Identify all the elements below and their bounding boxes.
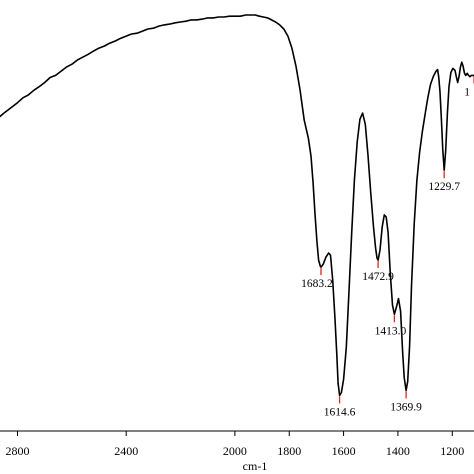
x-tick-label: 2400: [114, 444, 138, 458]
plot-area: 1683.2 1614.6 1472.9 1413.0 1369.9 1229.7 1: [0, 14, 474, 418]
peak-label: 1369.9: [390, 401, 422, 413]
peak-label: 1229.7: [428, 181, 460, 193]
x-tick-label: 1800: [277, 444, 301, 458]
x-tick-label: 1400: [386, 444, 410, 458]
peak-label: 1614.6: [324, 406, 356, 418]
x-axis-title: cm-1: [243, 459, 268, 473]
spectrum-series-line: [0, 14, 474, 397]
peak-label: 1472.9: [362, 271, 394, 283]
peak-label: 1683.2: [301, 278, 333, 290]
x-tick-label: 1200: [440, 444, 464, 458]
peak-annotations: 1683.2 1614.6 1472.9 1413.0 1369.9 1229.7 1: [301, 76, 474, 418]
x-tick-label: 2000: [223, 444, 247, 458]
peak-label: 1: [464, 86, 470, 98]
peak-label: 1413.0: [375, 325, 407, 337]
x-tick-label: 1600: [332, 444, 356, 458]
x-axis-ticks: 2800 2400 2000 1800 1600 1400 1200: [6, 431, 464, 458]
x-tick-label: 2800: [6, 444, 30, 458]
